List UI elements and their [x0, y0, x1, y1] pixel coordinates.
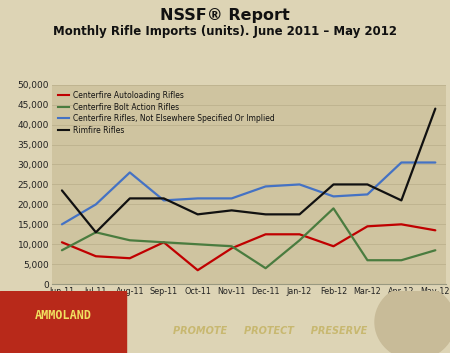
Legend: Centerfire Autoloading Rifles, Centerfire Bolt Action Rifles, Centerfire Rifles,: Centerfire Autoloading Rifles, Centerfir… [55, 89, 277, 137]
Ellipse shape [375, 285, 450, 353]
Text: AMMOLAND: AMMOLAND [35, 309, 91, 322]
Text: Monthly Rifle Imports (units). June 2011 – May 2012: Monthly Rifle Imports (units). June 2011… [53, 25, 397, 38]
Text: NSSF® Report: NSSF® Report [160, 8, 290, 23]
Bar [0, 291, 126, 353]
Text: PROMOTE     PROTECT     PRESERVE: PROMOTE PROTECT PRESERVE [173, 326, 367, 336]
